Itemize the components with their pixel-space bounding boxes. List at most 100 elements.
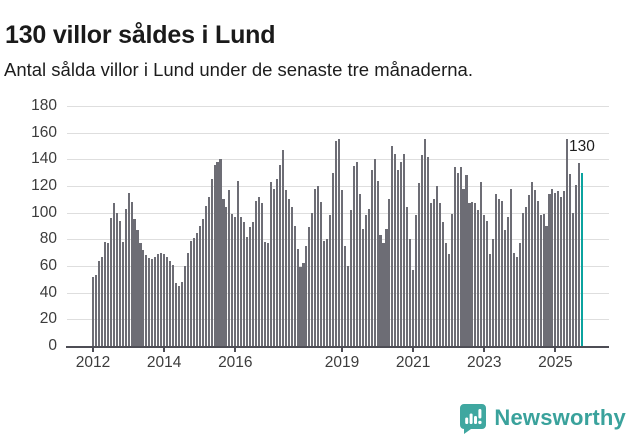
bar bbox=[216, 162, 219, 346]
bar bbox=[423, 139, 427, 346]
plot-area bbox=[66, 106, 609, 348]
bar bbox=[302, 263, 305, 346]
x-axis-tick bbox=[483, 346, 486, 352]
bar bbox=[169, 260, 172, 346]
bar bbox=[412, 270, 415, 346]
x-axis-tick bbox=[163, 346, 166, 352]
bar bbox=[145, 255, 148, 346]
bar bbox=[174, 283, 178, 346]
bar bbox=[124, 208, 127, 346]
newsworthy-speech-bubble-icon bbox=[460, 403, 487, 434]
bar bbox=[252, 222, 255, 346]
bar bbox=[255, 200, 258, 346]
bar bbox=[349, 210, 352, 346]
bar bbox=[207, 196, 210, 346]
bar bbox=[542, 214, 545, 346]
bar bbox=[530, 182, 533, 346]
bar bbox=[201, 219, 204, 346]
bar bbox=[515, 256, 518, 346]
x-axis-tick-label: 2016 bbox=[218, 354, 253, 371]
bar bbox=[566, 139, 569, 346]
bar bbox=[240, 216, 243, 346]
bar bbox=[195, 232, 198, 346]
bar bbox=[382, 243, 385, 346]
bar bbox=[406, 207, 409, 346]
bar bbox=[512, 252, 515, 346]
bar bbox=[545, 226, 548, 346]
bar bbox=[133, 219, 136, 346]
bar bbox=[118, 220, 121, 346]
bar bbox=[533, 190, 536, 346]
bar bbox=[418, 183, 421, 346]
bar bbox=[373, 159, 376, 346]
bar bbox=[320, 202, 323, 346]
bar bbox=[154, 256, 157, 346]
bar bbox=[361, 228, 364, 346]
bar bbox=[338, 139, 341, 346]
bar bbox=[400, 162, 403, 346]
bar bbox=[290, 207, 293, 346]
bar bbox=[246, 236, 249, 346]
bar bbox=[299, 267, 302, 346]
bar bbox=[346, 266, 349, 346]
bar bbox=[569, 174, 572, 346]
y-axis-tick-label: 40 bbox=[39, 283, 57, 301]
y-axis-tick-label: 180 bbox=[31, 97, 57, 114]
bar bbox=[557, 191, 560, 346]
bar bbox=[335, 140, 338, 346]
bar bbox=[186, 252, 189, 346]
bar bbox=[456, 172, 459, 346]
bar bbox=[524, 207, 527, 346]
bar bbox=[231, 214, 234, 346]
bar bbox=[278, 164, 281, 346]
x-axis-tick bbox=[412, 346, 415, 352]
bar bbox=[204, 206, 207, 346]
bar bbox=[177, 286, 181, 346]
bar bbox=[495, 194, 498, 346]
bar bbox=[477, 210, 480, 346]
y-axis-tick-label: 120 bbox=[31, 177, 57, 194]
y-axis-tick-label: 100 bbox=[31, 203, 57, 221]
bar-chart: 130 villor såldes i Lund Antal sålda vil… bbox=[4, 21, 609, 371]
bar bbox=[438, 203, 441, 346]
y-axis-tick-label: 160 bbox=[31, 123, 57, 141]
bar bbox=[293, 226, 296, 346]
bar bbox=[260, 203, 264, 346]
bar bbox=[468, 203, 471, 346]
bar bbox=[109, 218, 112, 346]
bar bbox=[489, 254, 492, 346]
bar bbox=[112, 203, 115, 346]
bar bbox=[551, 188, 554, 346]
y-axis-tick-label: 140 bbox=[31, 150, 57, 168]
x-axis-tick-label: 2019 bbox=[324, 354, 360, 371]
bar bbox=[157, 254, 160, 346]
bar bbox=[142, 250, 145, 346]
x-axis-tick-label: 2023 bbox=[467, 354, 502, 371]
bar bbox=[509, 188, 512, 346]
gridline bbox=[67, 106, 609, 107]
bar bbox=[225, 207, 228, 346]
bar bbox=[222, 199, 225, 346]
bar bbox=[115, 212, 118, 346]
chart-subtitle: Antal sålda villor i Lund under de senas… bbox=[4, 59, 473, 80]
y-axis-tick-label: 60 bbox=[39, 257, 57, 274]
bar bbox=[420, 155, 424, 346]
bar bbox=[391, 146, 394, 346]
bar bbox=[266, 243, 269, 346]
bar bbox=[243, 222, 246, 346]
gridline bbox=[67, 132, 609, 134]
newsworthy-logo[interactable]: Newsworthy bbox=[460, 401, 626, 435]
bar bbox=[305, 246, 308, 346]
x-axis-tick-label: 2012 bbox=[75, 354, 111, 371]
bar bbox=[219, 159, 222, 346]
x-axis-tick bbox=[554, 346, 557, 352]
bar bbox=[284, 190, 287, 346]
bar bbox=[459, 167, 462, 346]
bar bbox=[385, 228, 388, 346]
bar bbox=[379, 235, 382, 346]
bar bbox=[429, 203, 432, 346]
bar bbox=[575, 184, 578, 346]
bar bbox=[166, 256, 169, 346]
bar bbox=[554, 192, 557, 346]
bar bbox=[480, 182, 483, 346]
